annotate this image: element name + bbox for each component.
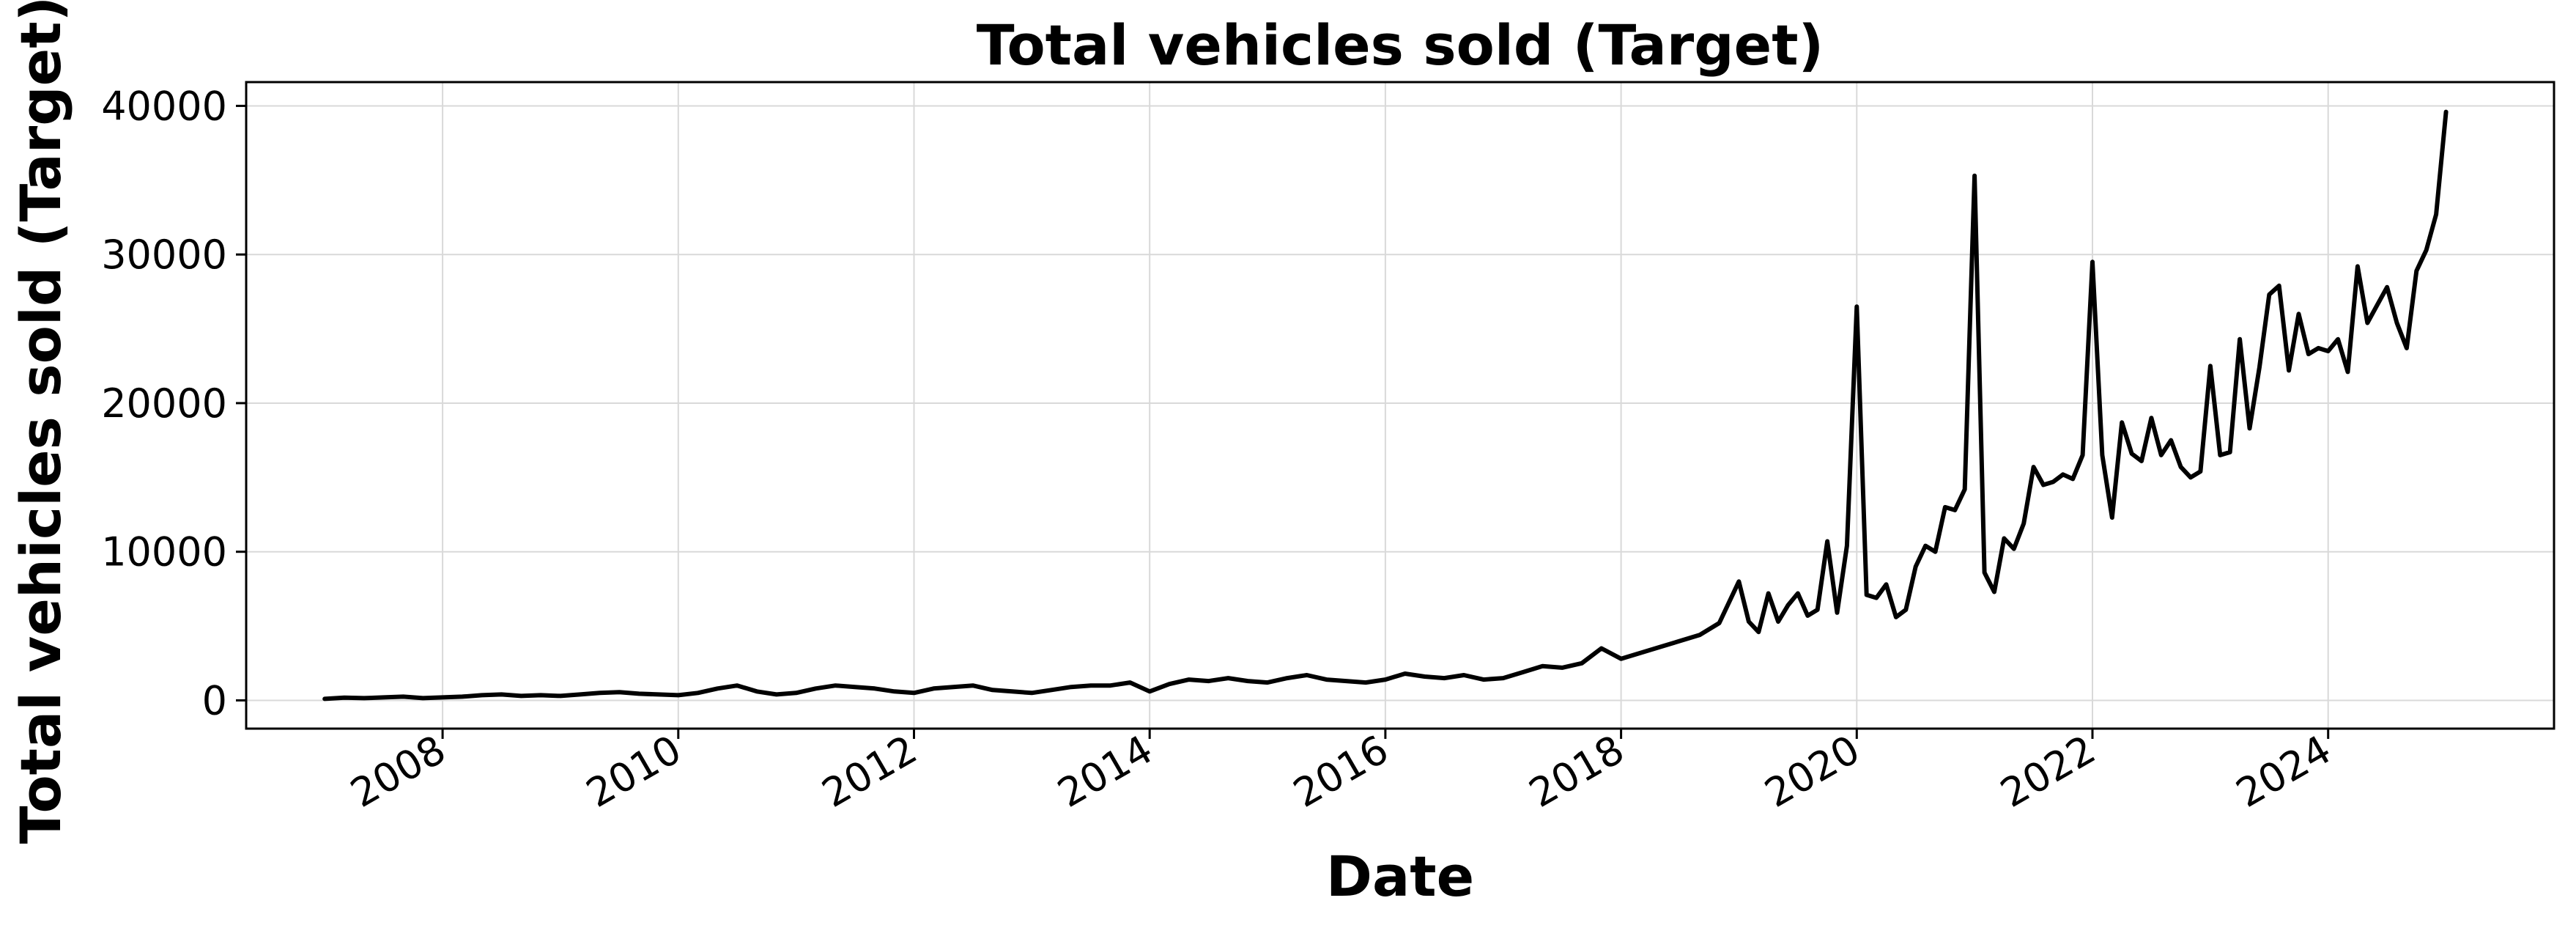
x-tick-label: 2014 [1050,726,1161,817]
y-tick-label: 0 [202,677,227,723]
x-tick-label: 2016 [1286,726,1396,817]
axis-ticks: 0 10000 20000 30000 40000 2008 2010 2012 2014 201… [101,83,2339,817]
plot-area [322,109,2449,701]
y-axis-label: Total vehicles sold (Target) [8,0,73,844]
x-axis-label: Date [1326,844,1474,909]
grid [246,82,2554,729]
x-tick-label: 2020 [1757,726,1868,817]
chart-title: Total vehicles sold (Target) [977,12,1824,78]
x-tick-label: 2018 [1522,726,1632,817]
y-tick-label: 20000 [101,380,227,427]
x-tick-label: 2012 [814,726,925,817]
x-tick-label: 2008 [343,726,454,817]
y-tick-label: 10000 [101,529,227,575]
y-tick-label: 30000 [101,232,227,278]
x-tick-label: 2010 [579,726,689,817]
x-tick-label: 2022 [1993,726,2103,817]
plot-frame [245,81,2555,730]
y-tick-label: 40000 [101,83,227,129]
x-tick-label: 2024 [2229,726,2339,817]
series-line [322,109,2449,701]
